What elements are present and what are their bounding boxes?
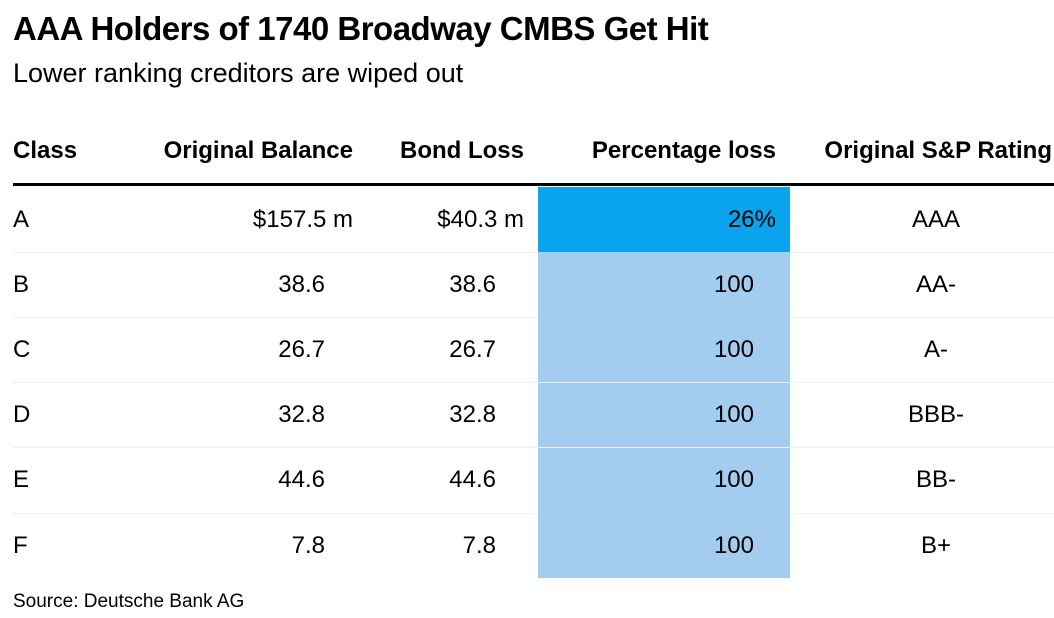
original-balance-cell: 32.8 <box>278 401 325 429</box>
bond-loss-cell: 44.6 <box>449 466 496 494</box>
percentage-loss-cell: 100 <box>538 317 790 383</box>
original-balance-cell: 26.7 <box>278 336 325 363</box>
original-balance-cell: 7.8 <box>291 531 325 559</box>
bond-loss-cell: 7.8 <box>462 531 496 559</box>
class-cell: D <box>13 401 31 429</box>
chart-subtitle: Lower ranking creditors are wiped out <box>13 58 464 88</box>
column-header-percentage-loss: Percentage loss <box>591 137 776 164</box>
sp-rating-cell: AAA <box>911 205 961 233</box>
bond-loss-cell: 32.8 <box>449 401 496 429</box>
sp-rating-cell: BB- <box>915 466 956 494</box>
original-balance-cell: 44.6 <box>278 466 325 494</box>
row-divider <box>13 251 1054 253</box>
bond-loss-cell: 26.7 <box>449 336 496 363</box>
original-balance-cell: 38.6 <box>278 270 325 298</box>
column-header-sp-rating: Original S&P Rating <box>824 137 1052 164</box>
column-header-original-balance: Original Balance <box>163 137 353 164</box>
percentage-loss-cell: 100 <box>538 252 790 318</box>
percentage-loss-cell: 100 <box>538 513 790 579</box>
sp-rating-cell: AA- <box>915 270 956 298</box>
source-note: Source: Deutsche Bank AG <box>13 591 245 612</box>
sp-rating-cell: BBB- <box>907 401 964 429</box>
header-rule <box>13 183 1054 186</box>
row-divider <box>13 512 1054 514</box>
class-cell: B <box>13 270 30 298</box>
row-divider <box>13 316 1054 318</box>
column-header-bond-loss: Bond Loss <box>400 137 524 164</box>
chart-title: AAA Holders of 1740 Broadway CMBS Get Hi… <box>13 10 709 47</box>
original-balance-cell: $157.5 m <box>252 205 353 233</box>
percentage-loss-cell: 100 <box>538 447 790 513</box>
class-cell: A <box>13 205 30 233</box>
class-cell: E <box>13 466 30 494</box>
percentage-loss-cell: 26% <box>538 187 790 253</box>
class-cell: C <box>13 336 31 363</box>
bond-loss-cell: $40.3 m <box>437 205 524 233</box>
sp-rating-cell: A- <box>924 336 948 363</box>
column-header-class: Class <box>13 137 78 164</box>
percentage-loss-cell: 100 <box>538 382 790 448</box>
row-divider <box>13 447 1054 449</box>
bond-loss-cell: 38.6 <box>449 270 496 298</box>
class-cell: F <box>13 531 28 559</box>
row-divider <box>13 382 1054 384</box>
sp-rating-cell: B+ <box>920 531 952 559</box>
